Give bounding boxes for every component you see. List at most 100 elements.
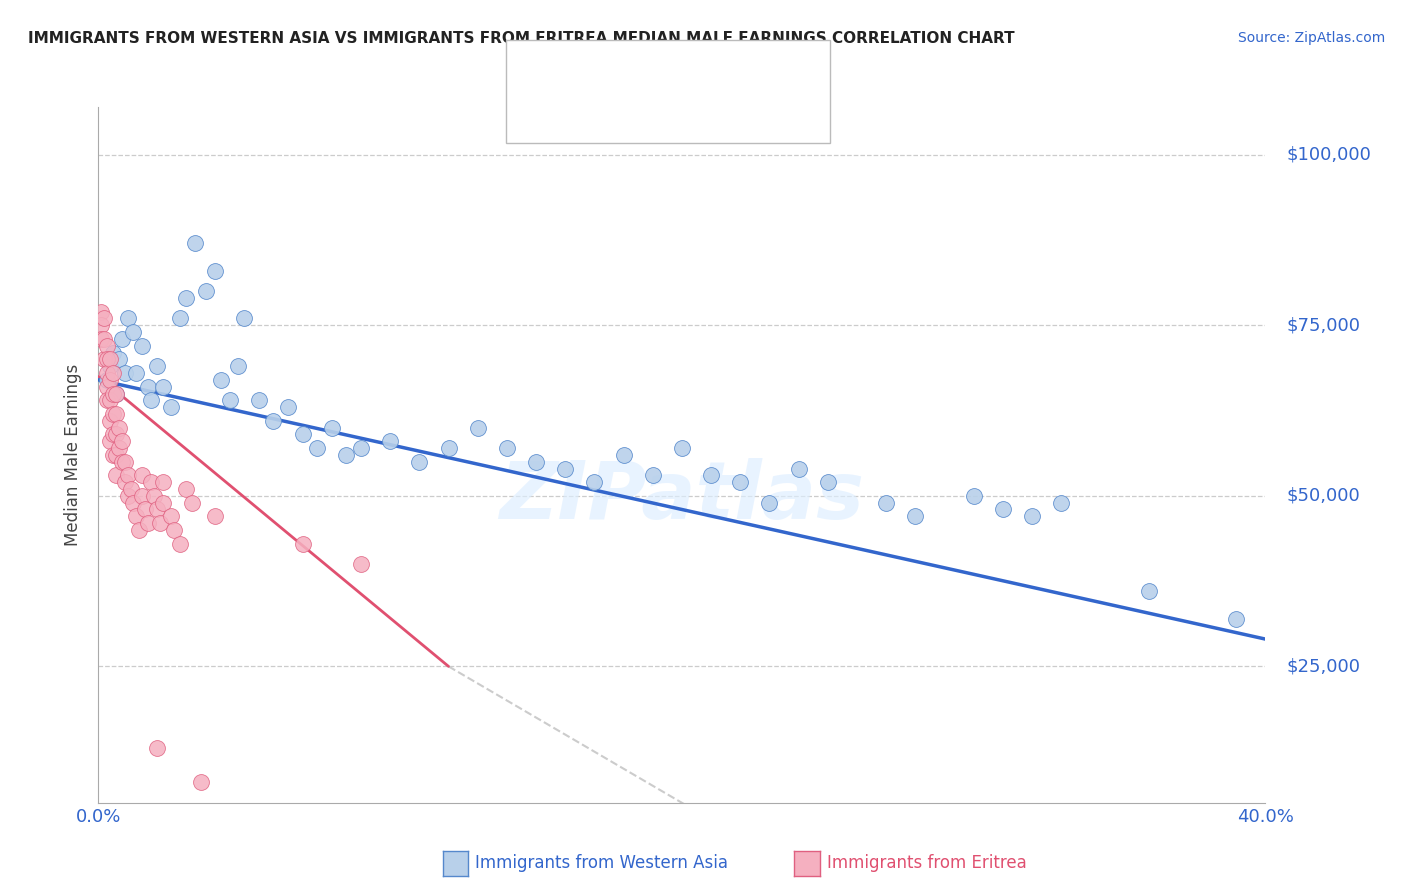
Text: R = -0.525   N = 57: R = -0.525 N = 57 xyxy=(558,60,721,78)
Point xyxy=(90,318,112,333)
Point xyxy=(467,420,489,434)
Point xyxy=(169,536,191,550)
Point xyxy=(125,509,148,524)
Point xyxy=(125,366,148,380)
Point xyxy=(114,455,136,469)
Point xyxy=(307,441,329,455)
Point xyxy=(335,448,357,462)
Point xyxy=(96,393,118,408)
Point xyxy=(1137,584,1160,599)
Point xyxy=(96,373,118,387)
Point xyxy=(408,455,430,469)
Point xyxy=(378,434,402,449)
Point xyxy=(101,386,124,401)
Point xyxy=(163,523,186,537)
Point xyxy=(98,373,121,387)
Text: IMMIGRANTS FROM WESTERN ASIA VS IMMIGRANTS FROM ERITREA MEDIAN MALE EARNINGS COR: IMMIGRANTS FROM WESTERN ASIA VS IMMIGRAN… xyxy=(28,31,1015,46)
Point xyxy=(204,509,226,524)
Point xyxy=(93,311,115,326)
Point xyxy=(131,468,153,483)
Point xyxy=(169,311,191,326)
Point xyxy=(136,380,159,394)
Point xyxy=(90,304,112,318)
Point xyxy=(583,475,606,490)
Point xyxy=(146,741,169,756)
Point xyxy=(350,441,373,455)
Point xyxy=(149,516,172,530)
Point xyxy=(96,380,118,394)
Point xyxy=(277,400,299,414)
Point xyxy=(146,502,169,516)
Point xyxy=(1225,612,1247,626)
Point xyxy=(131,339,153,353)
Point xyxy=(128,523,150,537)
Point xyxy=(218,393,240,408)
Point xyxy=(204,264,226,278)
Text: ZIPatlas: ZIPatlas xyxy=(499,458,865,536)
Point xyxy=(139,475,162,490)
Point xyxy=(291,427,314,442)
Point xyxy=(554,461,576,475)
Point xyxy=(98,393,121,408)
Point xyxy=(152,496,174,510)
Point xyxy=(139,393,162,408)
Point xyxy=(111,332,134,346)
Text: Immigrants from Western Asia: Immigrants from Western Asia xyxy=(475,855,728,872)
Point xyxy=(101,407,124,421)
Point xyxy=(136,516,159,530)
Point xyxy=(134,502,156,516)
Point xyxy=(104,468,127,483)
Point xyxy=(122,496,145,510)
Point xyxy=(183,236,205,251)
Point xyxy=(758,496,780,510)
Point xyxy=(101,345,124,359)
Point xyxy=(131,489,153,503)
Text: $75,000: $75,000 xyxy=(1286,317,1361,334)
Point xyxy=(160,400,183,414)
Point xyxy=(152,380,174,394)
Point xyxy=(904,509,927,524)
Point xyxy=(98,352,121,367)
Point xyxy=(96,352,118,367)
Y-axis label: Median Male Earnings: Median Male Earnings xyxy=(65,364,83,546)
Point xyxy=(152,475,174,490)
Point xyxy=(104,386,127,401)
Point xyxy=(321,420,343,434)
Point xyxy=(96,339,118,353)
Point xyxy=(104,448,127,462)
Point xyxy=(641,468,664,483)
Point xyxy=(728,475,751,490)
Point xyxy=(1050,496,1073,510)
Point xyxy=(195,284,218,298)
Point xyxy=(98,414,121,428)
Point xyxy=(174,482,197,496)
Point xyxy=(117,311,139,326)
Point xyxy=(101,448,124,462)
Point xyxy=(117,489,139,503)
Point xyxy=(108,420,131,434)
Point xyxy=(495,441,517,455)
Text: Immigrants from Eritrea: Immigrants from Eritrea xyxy=(827,855,1026,872)
Text: $50,000: $50,000 xyxy=(1286,487,1360,505)
Point xyxy=(180,496,202,510)
Point xyxy=(817,475,839,490)
Point xyxy=(190,775,212,789)
Point xyxy=(350,557,373,571)
Point xyxy=(174,291,197,305)
Point xyxy=(111,455,134,469)
Point xyxy=(700,468,723,483)
Point xyxy=(228,359,250,374)
Point xyxy=(120,482,142,496)
Point xyxy=(108,352,131,367)
Point xyxy=(111,434,134,449)
Point xyxy=(98,434,121,449)
Point xyxy=(209,373,232,387)
Point xyxy=(114,475,136,490)
Point xyxy=(612,448,634,462)
Point xyxy=(262,414,284,428)
Text: R = -0.499   N = 62: R = -0.499 N = 62 xyxy=(558,99,721,117)
Point xyxy=(962,489,984,503)
Point xyxy=(108,441,131,455)
Point xyxy=(991,502,1014,516)
Point xyxy=(247,393,270,408)
